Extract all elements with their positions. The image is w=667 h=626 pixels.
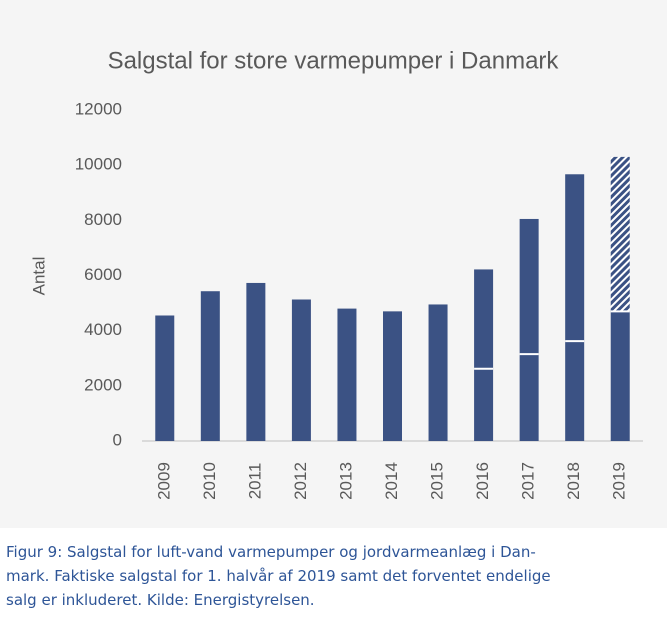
- x-tick-label: 2016: [473, 462, 492, 500]
- caption-line: mark. Faktiske salgstal for 1. halvår af…: [6, 567, 551, 585]
- bar-segment: [519, 218, 539, 355]
- bar-segment: [155, 315, 175, 441]
- caption-line: salg er inkluderet. Kilde: Energistyrels…: [6, 591, 315, 609]
- bar-segment: [428, 304, 448, 441]
- bar-segment: [610, 156, 630, 312]
- x-tick-label: 2010: [200, 462, 219, 500]
- chart-background: [0, 0, 667, 528]
- y-tick-label: 4000: [84, 320, 122, 339]
- y-tick-label: 6000: [84, 265, 122, 284]
- bar-segment: [474, 368, 494, 441]
- x-tick-label: 2014: [382, 462, 401, 500]
- y-tick-label: 12000: [75, 99, 122, 118]
- bar-segment: [565, 174, 585, 342]
- bar-segment: [565, 341, 585, 441]
- bar-segment: [200, 291, 220, 441]
- y-tick-label: 2000: [84, 375, 122, 394]
- x-tick-label: 2013: [336, 462, 355, 500]
- caption-line: Figur 9: Salgstal for luft-vand varmepum…: [6, 543, 536, 561]
- bar-segment: [383, 311, 402, 441]
- x-tick-label: 2018: [564, 462, 583, 500]
- y-axis-label: Antal: [29, 257, 48, 296]
- x-tick-label: 2011: [245, 463, 264, 500]
- bar-segment: [291, 299, 311, 441]
- y-tick-label: 8000: [84, 210, 122, 229]
- bar-segment: [519, 354, 539, 441]
- x-tick-label: 2012: [291, 462, 310, 500]
- bar-segment: [474, 269, 494, 369]
- bar-segment: [337, 308, 357, 441]
- chart: Salgstal for store varmepumper i Danmark…: [0, 0, 667, 528]
- chart-title: Salgstal for store varmepumper i Danmark: [108, 47, 560, 74]
- x-tick-label: 2009: [154, 462, 173, 500]
- x-tick-label: 2015: [428, 462, 447, 500]
- y-tick-label: 0: [113, 430, 122, 449]
- caption: Figur 9: Salgstal for luft-vand varmepum…: [6, 540, 661, 612]
- bar-segment: [610, 311, 630, 441]
- x-tick-label: 2017: [519, 462, 538, 500]
- x-tick-label: 2019: [610, 462, 629, 500]
- bar-segment: [246, 282, 266, 441]
- y-tick-label: 10000: [75, 155, 122, 174]
